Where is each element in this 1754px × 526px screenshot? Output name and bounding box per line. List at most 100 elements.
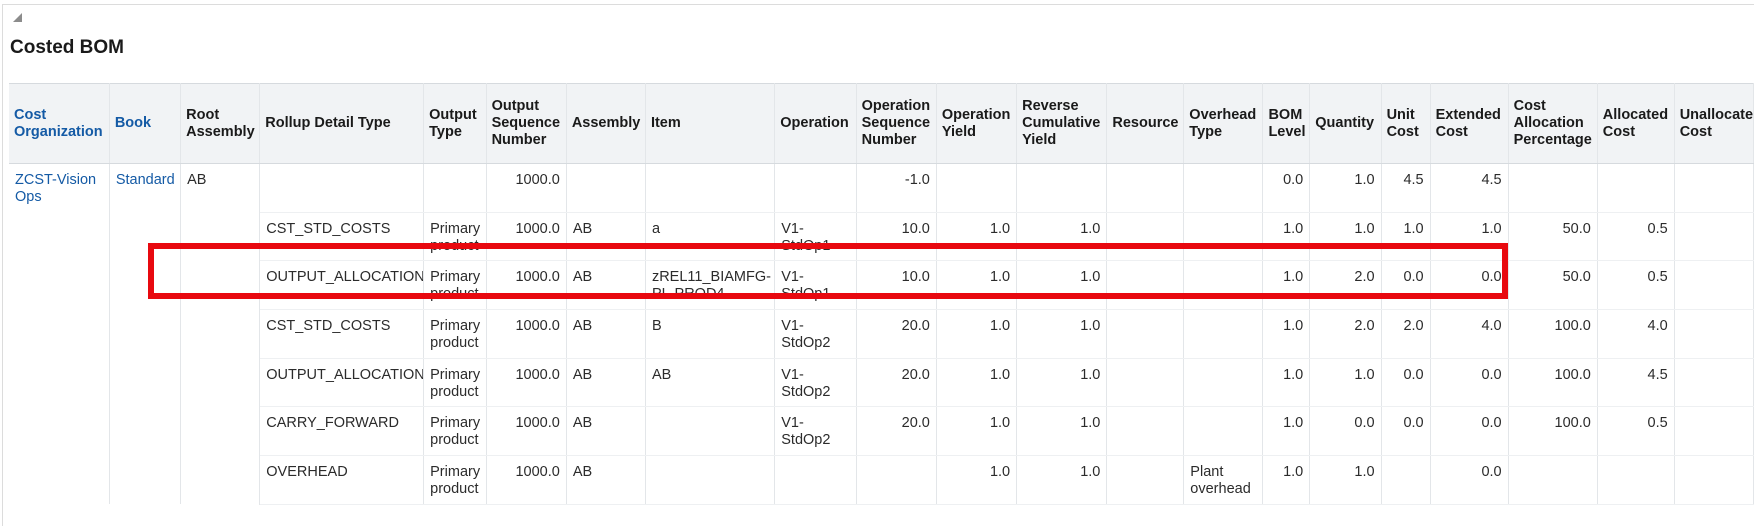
cell-assembly: AB	[566, 358, 646, 408]
cell-unallocated-cost	[1674, 406, 1754, 457]
cell-output-sequence-number: 1000.0	[486, 212, 567, 262]
table-body: ZCST-Vision Ops Standard AB 1000.0 -1.0 0.…	[9, 163, 1754, 505]
costed-bom-table-wrapper: Cost Organization Book Root Assembly Rol…	[9, 83, 1754, 505]
cell-reverse-cumulative-yield: 1.0	[1016, 260, 1108, 311]
col-header-operation-sequence-number: Operation Sequence Number	[856, 83, 937, 164]
cell-rollup-detail-type	[259, 163, 425, 213]
cell-operation-yield: 1.0	[936, 260, 1018, 311]
cell-output-type: Primary product	[423, 455, 487, 505]
cell-unit-cost: 0.0	[1381, 260, 1431, 311]
cell-cost-allocation-percentage: 100.0	[1508, 309, 1598, 359]
cell-output-type	[423, 163, 487, 213]
cell-reverse-cumulative-yield: 1.0	[1016, 455, 1108, 505]
cell-output-type: Primary product	[423, 309, 487, 359]
cell-unit-cost: 4.5	[1381, 163, 1431, 213]
cell-extended-cost: 1.0	[1430, 212, 1509, 262]
cell-operation-sequence-number: 20.0	[856, 358, 937, 408]
cell-operation-sequence-number: 20.0	[856, 406, 937, 457]
cell-allocated-cost: 4.5	[1597, 358, 1675, 408]
cell-output-sequence-number: 1000.0	[486, 163, 567, 213]
cell-cost-allocation-percentage: 50.0	[1508, 260, 1598, 311]
cell-operation: V1-StdOp2	[774, 406, 857, 457]
cell-extended-cost: 0.0	[1430, 260, 1509, 311]
cell-item: zREL11_BIAMFG-PL-PROD4	[645, 260, 776, 311]
cell-operation-yield	[936, 163, 1018, 213]
cell-operation-sequence-number: 10.0	[856, 260, 937, 311]
cell-operation-yield: 1.0	[936, 455, 1018, 505]
col-header-output-sequence-number: Output Sequence Number	[486, 83, 567, 164]
col-header-reverse-cumulative-yield: Reverse Cumulative Yield	[1016, 83, 1108, 164]
cell-reverse-cumulative-yield: 1.0	[1016, 358, 1108, 408]
cell-assembly: AB	[566, 309, 646, 359]
cell-bom-level: 0.0	[1262, 163, 1311, 213]
cell-operation-yield: 1.0	[936, 212, 1018, 262]
cell-overhead-type	[1183, 260, 1264, 311]
cell-cost-allocation-percentage: 100.0	[1508, 358, 1598, 408]
col-header-cost-organization[interactable]: Cost Organization	[9, 83, 110, 164]
cell-resource	[1106, 406, 1185, 457]
table-row: OUTPUT_ALLOCATION Primary product 1000.0 AB…	[9, 260, 1754, 311]
cell-unit-cost: 2.0	[1381, 309, 1431, 359]
cell-quantity: 2.0	[1309, 260, 1382, 311]
cell-assembly: AB	[566, 260, 646, 311]
page-title: Costed BOM	[10, 37, 124, 58]
collapse-icon[interactable]	[13, 13, 22, 22]
col-header-output-type: Output Type	[423, 83, 487, 164]
cell-quantity: 1.0	[1309, 163, 1382, 213]
cell-operation: V1-StdOp2	[774, 358, 857, 408]
cell-unallocated-cost	[1674, 358, 1754, 408]
cell-item: B	[645, 309, 776, 359]
cell-rollup-detail-type: CARRY_FORWARD	[259, 406, 425, 457]
cell-allocated-cost: 0.5	[1597, 406, 1675, 457]
cell-extended-cost: 0.0	[1430, 406, 1509, 457]
cell-cost-allocation-percentage	[1508, 163, 1598, 213]
cell-overhead-type: Plant overhead	[1183, 455, 1264, 505]
cell-resource	[1106, 455, 1185, 505]
cell-output-sequence-number: 1000.0	[486, 406, 567, 457]
cell-book[interactable]: Standard	[109, 163, 182, 505]
col-header-book[interactable]: Book	[109, 83, 182, 164]
cell-resource	[1106, 163, 1185, 213]
cell-operation: V1-StdOp1	[774, 212, 857, 262]
cell-quantity: 1.0	[1309, 455, 1382, 505]
cell-output-type: Primary product	[423, 212, 487, 262]
cell-unit-cost: 1.0	[1381, 212, 1431, 262]
cell-item	[645, 163, 776, 213]
cell-overhead-type	[1183, 163, 1264, 213]
cell-extended-cost: 0.0	[1430, 455, 1509, 505]
cell-reverse-cumulative-yield	[1016, 163, 1108, 213]
cell-operation-sequence-number: 10.0	[856, 212, 937, 262]
cell-allocated-cost	[1597, 163, 1675, 213]
cell-resource	[1106, 212, 1185, 262]
cell-operation	[774, 163, 857, 213]
cell-rollup-detail-type: OVERHEAD	[259, 455, 425, 505]
cell-operation-sequence-number: 20.0	[856, 309, 937, 359]
cell-operation-sequence-number	[856, 455, 937, 505]
costed-bom-table: Cost Organization Book Root Assembly Rol…	[9, 83, 1754, 505]
cell-operation-yield: 1.0	[936, 406, 1018, 457]
cell-unit-cost: 0.0	[1381, 406, 1431, 457]
cell-output-sequence-number: 1000.0	[486, 455, 567, 505]
cell-output-sequence-number: 1000.0	[486, 309, 567, 359]
table-row: OVERHEAD Primary product 1000.0 AB 1.0 1.0 Pla…	[9, 455, 1754, 505]
cell-unallocated-cost	[1674, 212, 1754, 262]
cell-assembly	[566, 163, 646, 213]
cell-operation-yield: 1.0	[936, 358, 1018, 408]
cell-extended-cost: 0.0	[1430, 358, 1509, 408]
cell-output-type: Primary product	[423, 406, 487, 457]
cell-unallocated-cost	[1674, 309, 1754, 359]
cell-cost-organization[interactable]: ZCST-Vision Ops	[9, 163, 110, 505]
cell-resource	[1106, 260, 1185, 311]
cell-output-type: Primary product	[423, 358, 487, 408]
cell-item: a	[645, 212, 776, 262]
cell-quantity: 2.0	[1309, 309, 1382, 359]
cell-bom-level: 1.0	[1262, 455, 1311, 505]
cell-item	[645, 406, 776, 457]
cell-bom-level: 1.0	[1262, 358, 1311, 408]
cell-rollup-detail-type: OUTPUT_ALLOCATION	[259, 358, 425, 408]
cell-rollup-detail-type: OUTPUT_ALLOCATION	[259, 260, 425, 311]
cell-cost-allocation-percentage: 50.0	[1508, 212, 1598, 262]
cell-resource	[1106, 309, 1185, 359]
cell-allocated-cost	[1597, 455, 1675, 505]
cell-bom-level: 1.0	[1262, 309, 1311, 359]
